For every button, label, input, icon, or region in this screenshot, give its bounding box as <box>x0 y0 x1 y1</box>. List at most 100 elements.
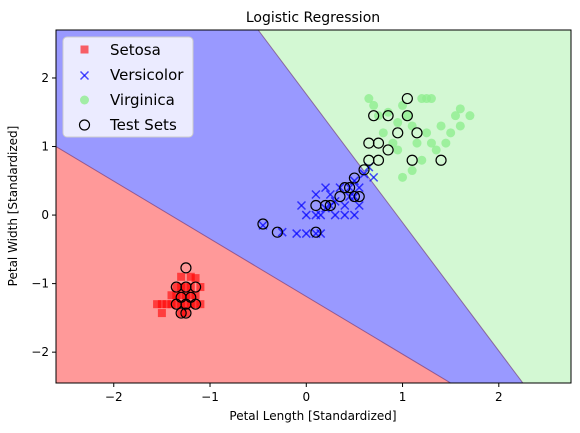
point-virginica <box>426 138 436 148</box>
point-virginica <box>426 94 436 104</box>
test-set-point <box>406 154 418 166</box>
point-virginica <box>412 138 422 148</box>
test-set-point <box>180 307 192 319</box>
legend-marker-test-sets <box>78 119 91 131</box>
point-virginica <box>369 100 379 110</box>
point-virginica <box>407 166 417 176</box>
point-virginica <box>465 111 475 121</box>
test-set-point <box>180 262 192 274</box>
legend-label-test-sets: Test Sets <box>109 116 177 134</box>
point-virginica <box>417 155 427 165</box>
legend-box <box>62 36 194 138</box>
point-virginica <box>364 94 374 104</box>
point-versicolor <box>316 210 326 220</box>
test-set-point <box>348 172 361 184</box>
test-set-point <box>271 226 284 238</box>
test-set-point <box>401 92 413 105</box>
point-virginica <box>431 145 441 155</box>
test-set-point <box>382 144 394 156</box>
y-axis-label: Petal Width [Standardized] <box>6 126 20 287</box>
test-set-point <box>353 190 365 203</box>
point-versicolor <box>359 169 369 179</box>
x-tick-label: −2 <box>105 390 123 404</box>
point-setosa <box>157 309 166 318</box>
point-versicolor <box>311 189 321 200</box>
point-setosa <box>181 283 190 292</box>
point-virginica <box>378 128 388 138</box>
y-tick-label: −1 <box>31 277 49 291</box>
test-set-point <box>401 110 413 122</box>
x-tick-label: 0 <box>302 390 310 404</box>
legend-label-virginica: Virginica <box>110 91 175 109</box>
point-versicolor <box>340 200 350 211</box>
test-set-point <box>372 154 385 166</box>
point-setosa <box>167 291 176 300</box>
test-set-point <box>368 110 380 122</box>
test-set-point <box>175 307 187 319</box>
test-set-point <box>382 110 394 122</box>
x-tick-label: 1 <box>399 390 407 404</box>
y-tick-label: −2 <box>31 345 49 359</box>
decision-boundaries <box>56 30 524 383</box>
y-tick-label: 2 <box>41 71 49 85</box>
test-set-point <box>334 190 346 203</box>
region-virginica <box>258 30 571 383</box>
point-virginica <box>455 104 465 114</box>
legend-label-versicolor: Versicolor <box>110 66 184 84</box>
point-setosa <box>191 274 200 283</box>
point-versicolor <box>301 229 311 239</box>
legend-label-setosa: Setosa <box>110 41 161 59</box>
point-virginica <box>407 121 417 131</box>
test-set-point <box>257 218 269 230</box>
point-versicolor <box>296 200 306 211</box>
point-versicolor <box>354 183 364 193</box>
point-virginica <box>402 111 412 121</box>
boundary-setosa-versicolor <box>56 146 451 383</box>
point-setosa <box>157 300 166 309</box>
point-virginica <box>393 118 403 128</box>
point-virginica <box>393 145 403 155</box>
test-set-point <box>372 137 385 149</box>
point-versicolor <box>330 196 340 206</box>
point-versicolor <box>321 183 331 193</box>
x-axis-ticks: −2 −1 0 1 2 <box>105 383 503 404</box>
test-set-markers <box>170 92 447 319</box>
test-set-point <box>435 154 447 166</box>
y-tick-label: 0 <box>41 208 49 222</box>
legend: Setosa Versicolor Virginica Test Sets <box>62 36 194 138</box>
point-versicolor <box>349 210 359 220</box>
legend-marker-versicolor <box>79 70 90 81</box>
x-tick-label: −1 <box>201 390 219 404</box>
point-setosa <box>186 291 195 300</box>
point-versicolor <box>340 210 350 220</box>
test-set-point <box>339 182 351 194</box>
point-versicolor <box>301 210 311 220</box>
point-setosa <box>181 300 190 309</box>
point-versicolor <box>325 189 335 200</box>
point-setosa <box>177 291 186 300</box>
point-virginica <box>450 111 460 121</box>
point-setosa <box>191 300 200 309</box>
point-virginica <box>383 107 393 117</box>
point-virginica <box>455 121 465 131</box>
point-setosa <box>186 272 195 281</box>
point-versicolor <box>292 229 302 239</box>
y-tick-label: 1 <box>41 140 49 154</box>
point-virginica <box>398 172 408 182</box>
test-set-point <box>343 182 356 194</box>
x-axis-label: Petal Length [Standardized] <box>229 409 396 423</box>
point-virginica <box>446 128 456 138</box>
test-set-point <box>392 127 404 139</box>
point-setosa <box>172 283 181 292</box>
test-set-point <box>358 164 370 176</box>
point-versicolor <box>354 200 364 211</box>
point-versicolor <box>330 210 340 220</box>
test-set-point <box>348 190 361 203</box>
point-versicolor <box>369 172 379 182</box>
point-virginica <box>436 121 446 131</box>
y-axis-ticks: −2 −1 0 1 2 <box>31 71 56 359</box>
test-set-point <box>324 199 336 212</box>
test-set-point <box>319 199 332 212</box>
legend-marker-setosa <box>80 45 89 54</box>
test-set-point <box>310 226 322 238</box>
